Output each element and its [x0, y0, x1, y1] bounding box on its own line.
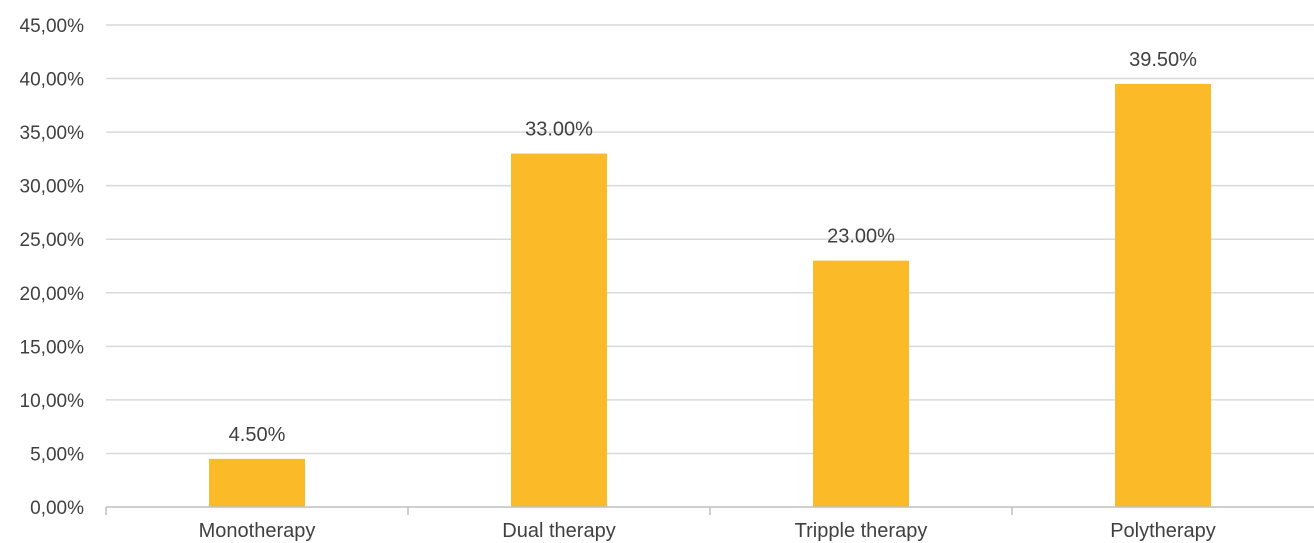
y-tick-label: 5,00% — [30, 444, 84, 465]
y-tick-label: 45,00% — [20, 16, 85, 37]
data-label: 33.00% — [525, 119, 593, 141]
data-label: 4.50% — [229, 424, 286, 446]
data-label: 23.00% — [827, 226, 895, 248]
data-labels: 4.50% 33.00% 23.00% 39.50% — [229, 49, 1197, 446]
bars — [209, 83, 1211, 508]
bar — [511, 153, 607, 508]
y-tick-label: 25,00% — [20, 230, 85, 251]
bar — [1115, 83, 1211, 508]
y-tick-label: 0,00% — [30, 498, 84, 519]
y-tick-label: 10,00% — [20, 391, 85, 412]
y-tick-label: 40,00% — [20, 70, 85, 91]
y-tick-label: 30,00% — [20, 177, 85, 198]
x-tick-label: Polytherapy — [1110, 520, 1216, 542]
bar — [813, 260, 909, 507]
x-tick-label: Tripple therapy — [795, 520, 928, 542]
y-tick-label: 15,00% — [20, 337, 85, 358]
gridlines — [106, 24, 1314, 455]
bar — [209, 458, 305, 507]
data-label: 39.50% — [1129, 49, 1197, 71]
x-axis: Monotherapy Dual therapy Tripple therapy Po… — [105, 506, 1314, 542]
y-tick-label: 20,00% — [20, 284, 85, 305]
y-axis-tick-labels: 0,00% 5,00% 10,00% 15,00% 20,00% 25,00% 30,00%… — [20, 16, 85, 519]
y-tick-label: 35,00% — [20, 123, 85, 144]
x-tick-label: Dual therapy — [502, 520, 615, 542]
x-tick-label: Monotherapy — [199, 520, 316, 542]
